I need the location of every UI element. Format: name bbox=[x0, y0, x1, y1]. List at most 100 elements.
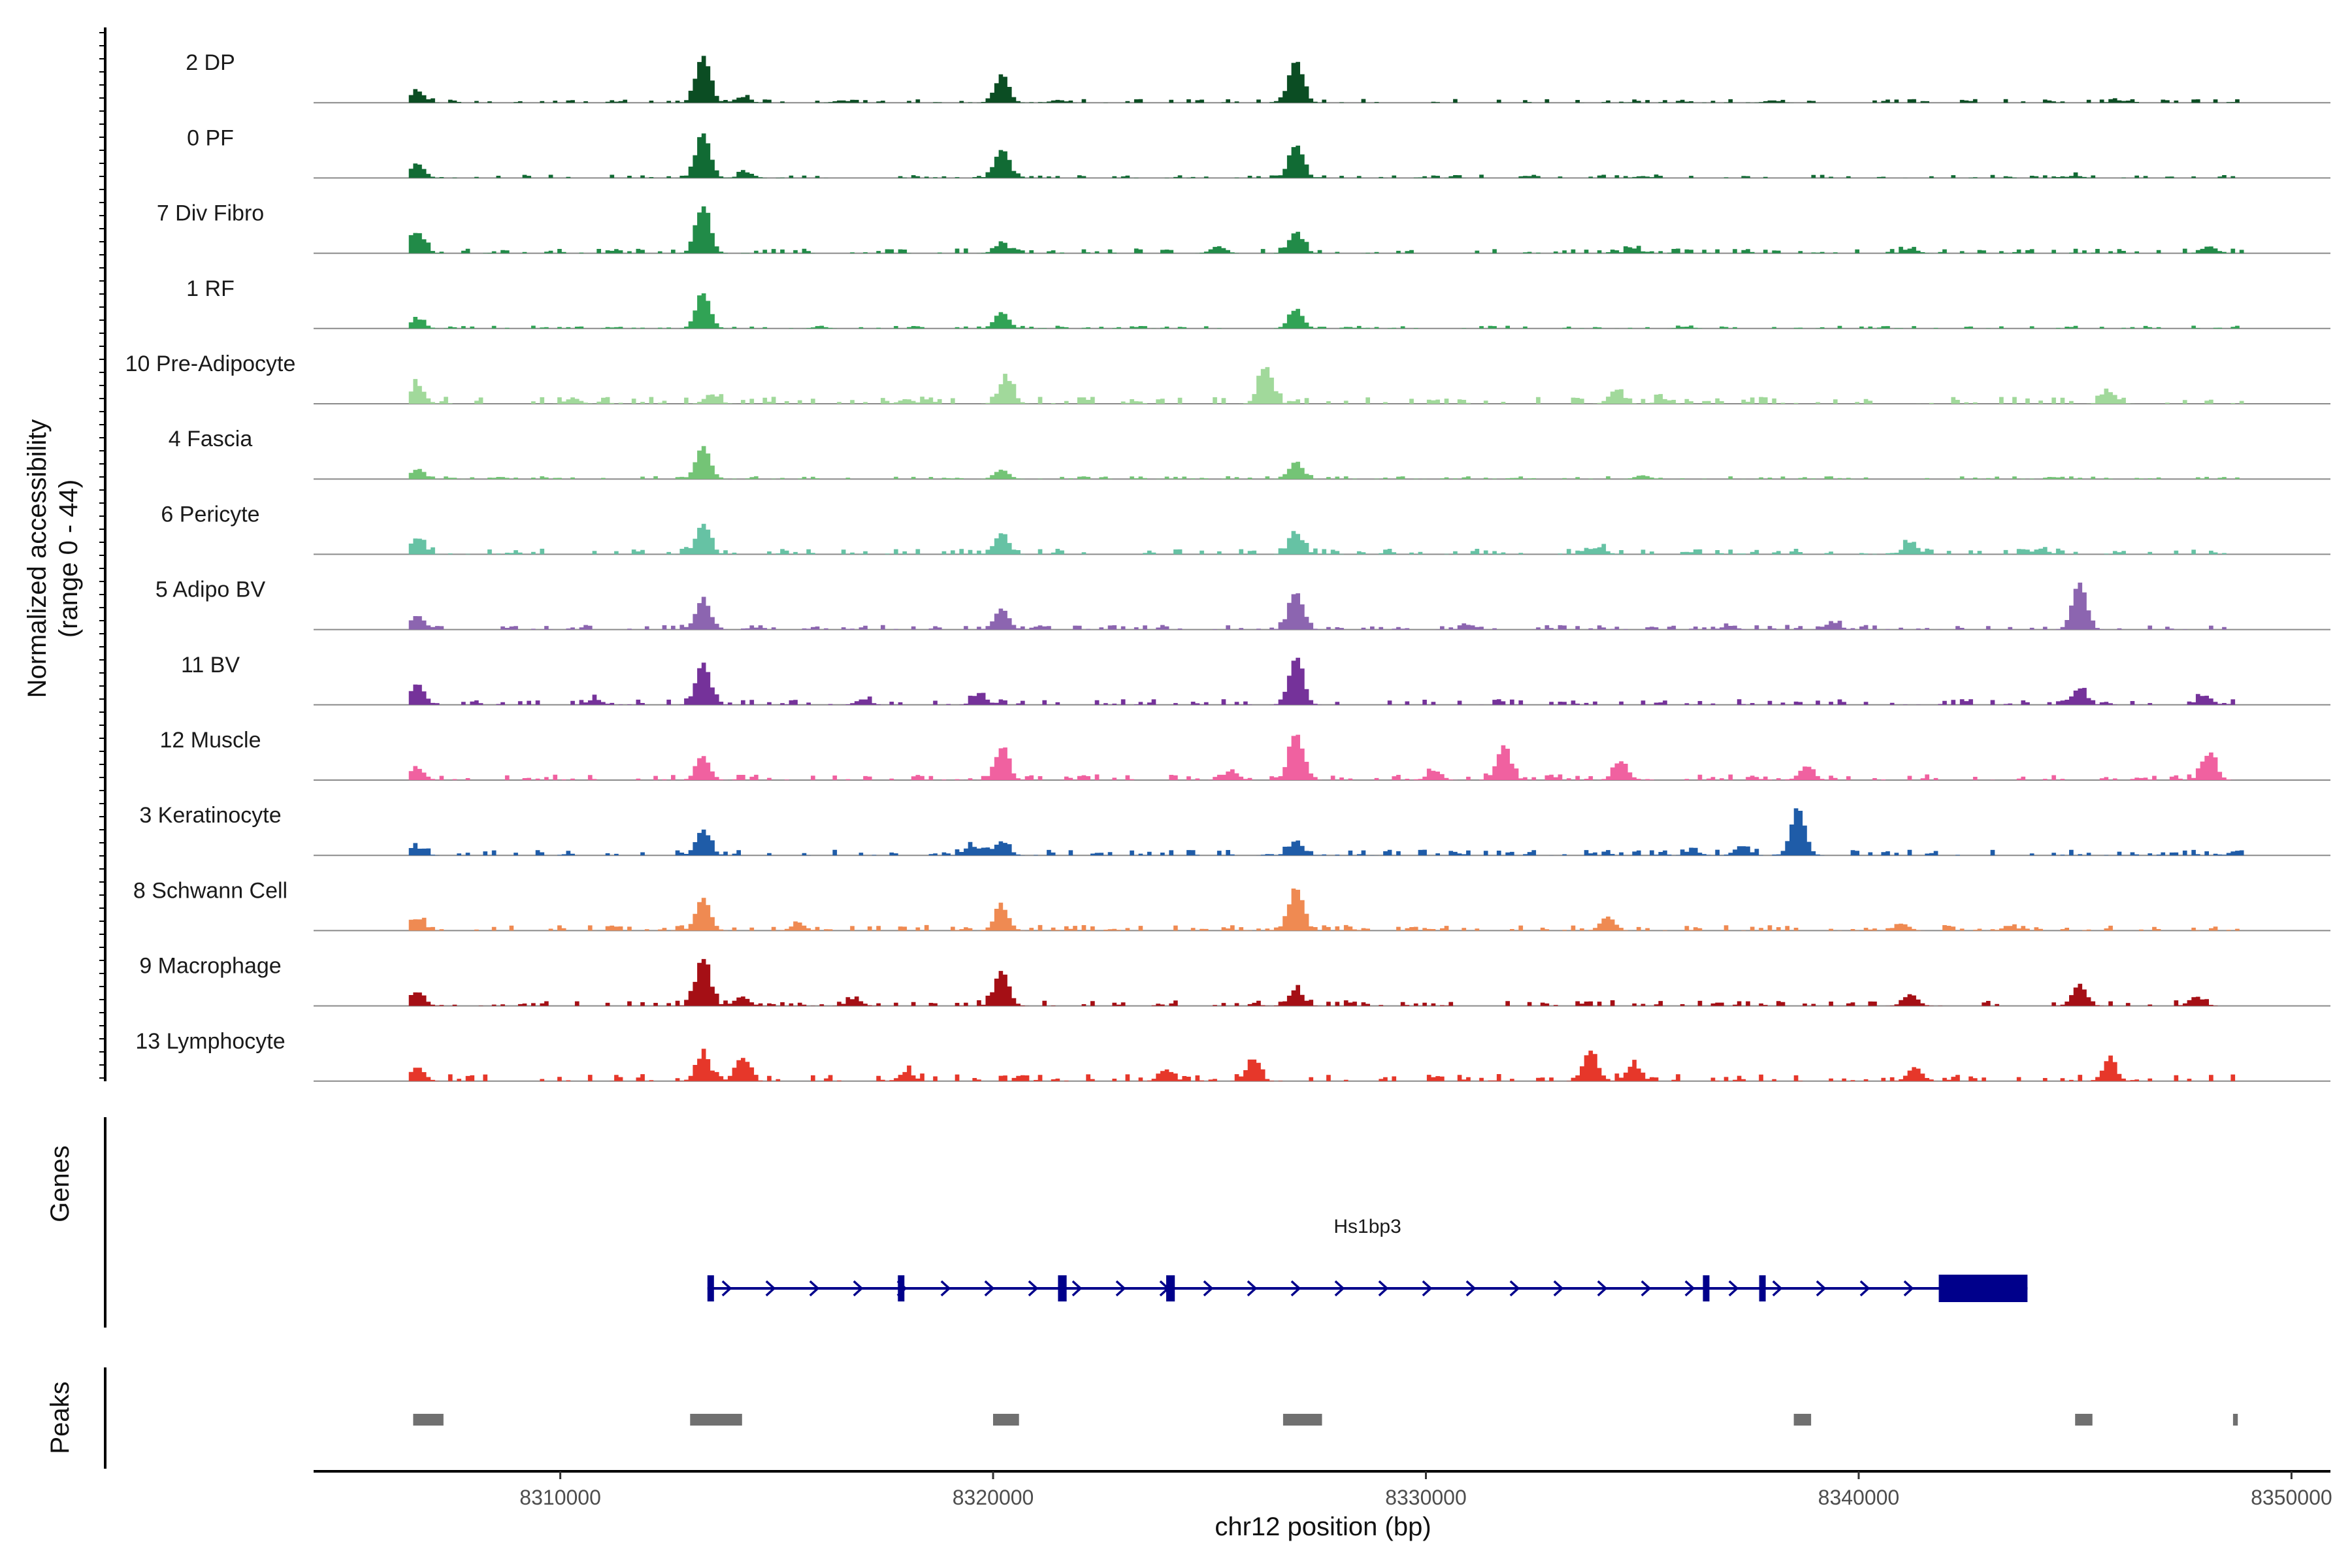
track-label: 2 DP bbox=[186, 50, 235, 75]
y-axis-title-range: (range 0 - 44) bbox=[54, 480, 83, 638]
track-1: 2 DP bbox=[186, 50, 2330, 104]
peak-region bbox=[690, 1414, 742, 1426]
track-9: 11 BV bbox=[181, 653, 2330, 706]
strand-arrow bbox=[1465, 1280, 1477, 1297]
track-signal-area bbox=[408, 523, 2244, 555]
strand-arrow bbox=[1509, 1280, 1520, 1297]
track-2: 0 PF bbox=[187, 125, 2330, 179]
strand-arrow bbox=[1334, 1280, 1345, 1297]
track-7: 6 Pericyte bbox=[161, 502, 2330, 555]
strand-arrow bbox=[1641, 1280, 1652, 1297]
track-signal-area bbox=[408, 657, 2244, 705]
y-axis-title: Normalized accessibility (range 0 - 44) bbox=[23, 419, 83, 698]
strand-arrow bbox=[1553, 1280, 1564, 1297]
track-signal-area bbox=[408, 293, 2244, 329]
x-axis-tick-label: 8350000 bbox=[2251, 1486, 2332, 1509]
strand-arrow bbox=[1772, 1280, 1783, 1297]
x-axis-tick-label: 8340000 bbox=[1818, 1486, 1900, 1509]
genes-panel-label: Genes bbox=[46, 1145, 74, 1222]
track-label: 7 Div Fibro bbox=[157, 201, 264, 226]
track-label: 8 Schwann Cell bbox=[133, 878, 287, 903]
x-axis-tick-label: 8310000 bbox=[519, 1486, 601, 1509]
track-label: 13 Lymphocyte bbox=[135, 1029, 285, 1054]
y-axis-title-main: Normalized accessibility bbox=[23, 419, 52, 698]
track-label: 1 RF bbox=[186, 276, 235, 301]
track-label: 10 Pre-Adipocyte bbox=[125, 351, 296, 376]
track-signal-area bbox=[408, 1049, 2244, 1081]
track-signal-area bbox=[408, 808, 2244, 856]
track-signal-area bbox=[408, 133, 2244, 178]
strand-arrow bbox=[1728, 1280, 1739, 1297]
gene-label: Hs1bp3 bbox=[1333, 1216, 1401, 1237]
x-axis-title: chr12 position (bp) bbox=[1215, 1512, 1431, 1541]
x-axis-tick-label: 8320000 bbox=[953, 1486, 1034, 1509]
peak-region bbox=[993, 1414, 1019, 1426]
track-signal-area bbox=[408, 889, 2244, 931]
strand-arrow bbox=[765, 1280, 776, 1297]
strand-arrow bbox=[1378, 1280, 1389, 1297]
peaks-track bbox=[413, 1414, 2238, 1426]
strand-arrow bbox=[1115, 1280, 1126, 1297]
strand-arrow bbox=[1684, 1280, 1695, 1297]
track-label: 0 PF bbox=[187, 125, 234, 150]
strand-arrow bbox=[1247, 1280, 1258, 1297]
track-signal-area bbox=[408, 206, 2244, 253]
strand-arrow bbox=[853, 1280, 864, 1297]
peak-region bbox=[1793, 1414, 1812, 1426]
gene-Hs1bp3: Hs1bp3 bbox=[707, 1216, 2028, 1302]
track-signal-area bbox=[408, 367, 2244, 404]
accessibility-tracks: 2 DP 0 PF 7 Div Fibro 1 RF 10 Pre-Adipocyte 4… bbox=[125, 50, 2330, 1082]
strand-arrow bbox=[1290, 1280, 1301, 1297]
track-13: 9 Macrophage bbox=[139, 954, 2330, 1007]
strand-arrow bbox=[984, 1280, 995, 1297]
track-label: 4 Fascia bbox=[169, 427, 253, 451]
track-11: 3 Keratinocyte bbox=[139, 803, 2330, 857]
peak-region bbox=[413, 1414, 444, 1426]
strand-arrow bbox=[1816, 1280, 1827, 1297]
peak-region bbox=[2232, 1414, 2238, 1426]
track-10: 12 Muscle bbox=[160, 728, 2330, 781]
track-signal-area bbox=[408, 446, 2244, 480]
strand-arrow bbox=[1203, 1280, 1214, 1297]
track-signal-area bbox=[408, 56, 2244, 103]
peak-region bbox=[1282, 1414, 1322, 1426]
strand-arrow bbox=[1422, 1280, 1433, 1297]
strand-arrow bbox=[721, 1280, 732, 1297]
track-3: 7 Div Fibro bbox=[157, 201, 2330, 254]
strand-arrow bbox=[1071, 1280, 1083, 1297]
track-8: 5 Adipo BV bbox=[155, 578, 2330, 630]
strand-arrow bbox=[1597, 1280, 1608, 1297]
gene-exon bbox=[1759, 1275, 1766, 1301]
strand-arrow bbox=[1859, 1280, 1870, 1297]
track-label: 9 Macrophage bbox=[139, 954, 281, 979]
strand-arrow bbox=[809, 1280, 820, 1297]
track-signal-area bbox=[408, 734, 2244, 780]
track-label: 11 BV bbox=[181, 653, 240, 678]
track-label: 6 Pericyte bbox=[161, 502, 259, 527]
x-axis-ticks: 8310000 8320000 8330000 8340000 8350000 bbox=[519, 1471, 2332, 1509]
track-6: 4 Fascia bbox=[169, 427, 2330, 480]
gene-exon bbox=[1703, 1275, 1710, 1301]
track-4: 1 RF bbox=[186, 276, 2330, 329]
track-14: 13 Lymphocyte bbox=[135, 1029, 2330, 1082]
track-label: 3 Keratinocyte bbox=[139, 803, 281, 828]
peaks-panel-label: Peaks bbox=[46, 1381, 74, 1454]
track-label: 5 Adipo BV bbox=[155, 578, 266, 602]
track-5: 10 Pre-Adipocyte bbox=[125, 351, 2330, 404]
track-label: 12 Muscle bbox=[160, 728, 261, 753]
strand-arrow bbox=[1028, 1280, 1039, 1297]
gene-exon bbox=[1058, 1275, 1067, 1301]
track-signal-area bbox=[408, 582, 2244, 630]
strand-arrow bbox=[940, 1280, 951, 1297]
track-12: 8 Schwann Cell bbox=[133, 878, 2330, 932]
gene-exon bbox=[898, 1275, 905, 1301]
gene-annotation-track: Hs1bp3 bbox=[707, 1216, 2028, 1302]
gene-exon bbox=[707, 1275, 714, 1301]
peak-region bbox=[2075, 1414, 2093, 1426]
gene-exon bbox=[1938, 1275, 2028, 1302]
track-signal-area bbox=[408, 958, 2244, 1006]
gene-exon bbox=[1166, 1275, 1175, 1301]
y-axis-ticks bbox=[99, 32, 105, 1079]
strand-arrow bbox=[1903, 1280, 1914, 1297]
